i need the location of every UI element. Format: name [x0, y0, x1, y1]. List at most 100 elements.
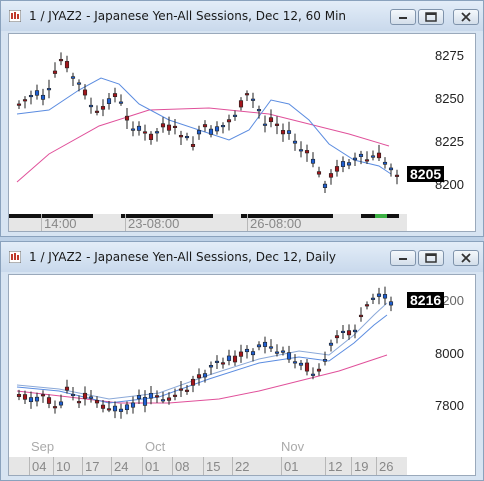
day-axis: 04 10 17 24 01 08 15 22 01 12 19 26 [9, 457, 407, 475]
candle-body [262, 123, 268, 126]
axis-separator [325, 457, 326, 475]
day-label: 12 [328, 459, 343, 474]
minimize-icon [399, 17, 407, 19]
candle-body [286, 352, 292, 360]
axis-separator [172, 457, 173, 475]
session-bar-active [375, 214, 387, 218]
candle-body [148, 392, 154, 399]
candle-body [22, 394, 28, 400]
candle-body [124, 115, 130, 121]
candle-body [310, 158, 316, 164]
moving-average-slow [16, 354, 388, 404]
candlestick-plot-daily[interactable] [9, 275, 477, 475]
candle-body [334, 166, 340, 172]
moving-average-slow [16, 107, 390, 183]
candle-body [370, 297, 376, 300]
close-button[interactable] [453, 250, 479, 266]
candle-body [52, 406, 58, 409]
axis-separator [281, 457, 282, 475]
candle-body [16, 103, 22, 106]
candle-body [154, 395, 160, 398]
candle-body [16, 394, 22, 397]
candle-body [172, 125, 178, 128]
candle-body [70, 393, 76, 397]
candle-body [250, 351, 256, 356]
time-axis: 14:00 23-08:00 26-08:00 [9, 214, 407, 231]
candle-body [160, 123, 166, 128]
candle-body [70, 76, 76, 79]
candle-body [394, 174, 400, 177]
minimize-button[interactable] [390, 250, 416, 266]
minimize-button[interactable] [390, 9, 416, 25]
candle-body [292, 361, 298, 364]
candle-body [370, 155, 376, 158]
candle-body [184, 135, 190, 139]
candle-body [106, 408, 112, 411]
window-title: 1 / JYAZ2 - Japanese Yen-All Sessions, D… [29, 9, 347, 23]
candle-body [298, 149, 304, 152]
candle-body [382, 161, 388, 165]
candle-body [34, 90, 40, 96]
restore-button[interactable] [418, 250, 444, 266]
candle-body [202, 373, 208, 378]
candle-body [352, 329, 358, 333]
candle-body [358, 153, 364, 157]
candle-body [142, 131, 148, 134]
candle-body [40, 94, 46, 100]
month-label: Nov [281, 439, 305, 454]
minimize-icon [399, 258, 407, 260]
candle-body [292, 140, 298, 144]
restore-button[interactable] [418, 9, 444, 25]
candle-body [76, 82, 82, 85]
candle-body [178, 134, 184, 138]
candle-body [280, 350, 286, 353]
price-chart-daily[interactable]: 8200 8000 7800 8216 Sep Oct Nov 04 10 17… [8, 274, 476, 476]
candle-body [220, 362, 226, 365]
price-label: 8275 [435, 48, 464, 63]
axis-separator [125, 214, 126, 231]
candle-body [58, 59, 64, 62]
candle-body [94, 110, 100, 113]
candle-body [202, 124, 208, 128]
candle-body [46, 397, 52, 404]
candle-body [316, 171, 322, 175]
candle-body [190, 143, 196, 147]
chart-window-60min: 1 / JYAZ2 - Japanese Yen-All Sessions, D… [0, 0, 484, 237]
candle-body [346, 162, 352, 166]
candle-body [112, 93, 118, 98]
day-label: 26 [379, 459, 394, 474]
candle-body [220, 125, 226, 128]
axis-separator [203, 457, 204, 475]
candle-body [52, 70, 58, 74]
axis-separator [111, 457, 112, 475]
close-button[interactable] [453, 9, 479, 25]
candle-body [364, 304, 370, 307]
candlestick-plot-60min[interactable] [9, 34, 477, 231]
candle-body [280, 130, 286, 135]
candle-body [100, 106, 106, 110]
candle-body [328, 342, 334, 346]
candle-body [304, 362, 310, 372]
last-price-tag: 8216 [407, 292, 445, 308]
day-label: 08 [175, 459, 190, 474]
candle-body [274, 123, 280, 126]
candle-body [142, 397, 148, 406]
candle-body [196, 130, 202, 135]
title-bar[interactable]: 1 / JYAZ2 - Japanese Yen-All Sessions, D… [1, 242, 483, 272]
day-label: 15 [206, 459, 221, 474]
price-chart-60min[interactable]: 8275 8250 8225 8200 8205 14:00 23-08:00 … [8, 33, 476, 232]
candle-body [238, 100, 244, 108]
candle-body [256, 344, 262, 348]
candle-body [34, 396, 40, 402]
title-bar[interactable]: 1 / JYAZ2 - Japanese Yen-All Sessions, D… [1, 1, 483, 31]
candle-body [286, 130, 292, 134]
candle-body [214, 126, 220, 132]
axis-separator [53, 457, 54, 475]
candle-body [40, 394, 46, 397]
axis-separator [142, 457, 143, 475]
candle-body [298, 362, 304, 366]
candle-body [334, 335, 340, 339]
candle-body [190, 378, 196, 386]
candle-body [28, 94, 34, 98]
candle-body [46, 88, 52, 91]
